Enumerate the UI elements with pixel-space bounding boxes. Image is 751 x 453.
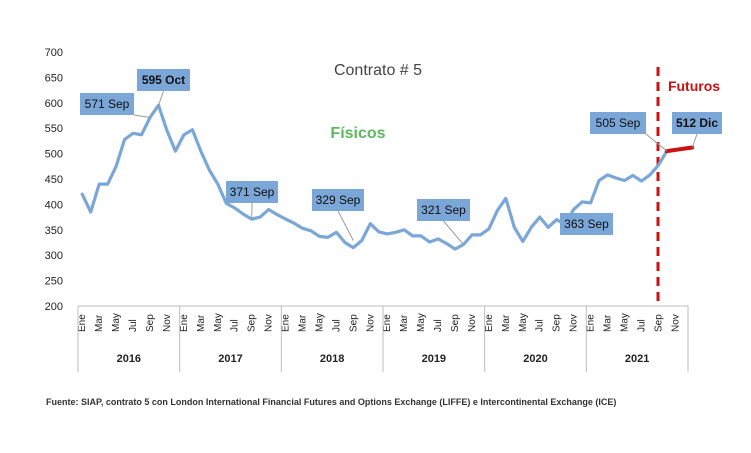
year-label: 2019 [422, 353, 446, 365]
x-tick-label: Nov [569, 314, 580, 332]
callout-label: 595 Oct [142, 73, 185, 87]
x-tick-label: Nov [365, 314, 376, 332]
x-tick-label: Jul [636, 319, 647, 332]
x-tick-label: Mar [501, 314, 512, 332]
x-tick-label: Jul [230, 319, 241, 332]
x-tick-label: Mar [603, 314, 614, 332]
x-tick-label: May [416, 313, 427, 332]
callout-leader [133, 114, 151, 119]
callout-label: 505 Sep [596, 116, 641, 130]
callout-box [417, 199, 470, 221]
x-tick-label: Ene [77, 314, 88, 332]
fisicos-label: Físicos [330, 125, 385, 142]
x-tick-label: Jul [433, 319, 444, 332]
year-label: 2018 [320, 353, 344, 365]
x-tick-label: Nov [264, 314, 275, 332]
year-label: 2016 [117, 353, 141, 365]
x-tick-label: May [314, 313, 325, 332]
x-tick-label: Ene [179, 314, 190, 332]
x-tick-label: Mar [399, 314, 410, 332]
y-tick-label: 650 [45, 72, 63, 84]
callout-leader [691, 133, 698, 148]
x-tick-label: May [619, 313, 630, 332]
callout-leader [158, 90, 164, 106]
y-tick-label: 500 [45, 149, 63, 161]
callout-box [137, 69, 190, 91]
callout-label: 571 Sep [85, 97, 130, 111]
x-tick-label: Ene [281, 314, 292, 332]
source-note: Fuente: SIAP, contrato 5 con London Inte… [46, 397, 617, 407]
x-tick-label: Mar [196, 314, 207, 332]
callout-box [560, 213, 613, 235]
chart-title: Contrato # 5 [334, 62, 422, 79]
x-tick-label: Ene [586, 314, 597, 332]
callout-label: 329 Sep [316, 193, 361, 207]
callout-box [590, 112, 646, 134]
x-tick-label: Sep [145, 314, 156, 332]
x-tick-label: Sep [348, 314, 359, 332]
x-tick-label: Nov [162, 314, 173, 332]
x-tick-label: Sep [247, 314, 258, 332]
x-tick-label: May [111, 313, 122, 332]
x-tick-label: Jul [128, 319, 139, 332]
callout-leader [443, 220, 464, 245]
x-tick-label: Mar [298, 314, 309, 332]
x-tick-label: Mar [94, 314, 105, 332]
series-line-futuros [664, 145, 695, 154]
callout-box [226, 181, 278, 203]
x-tick-label: Nov [467, 314, 478, 332]
callout-leader [337, 210, 354, 241]
x-tick-label: Ene [382, 314, 393, 332]
callout-box [80, 93, 134, 115]
x-tick-label: Nov [670, 314, 681, 332]
callout-label: 321 Sep [421, 203, 466, 217]
x-tick-label: Sep [653, 314, 664, 332]
y-tick-label: 250 [45, 276, 63, 288]
callout-box [672, 112, 722, 134]
callout-label: 363 Sep [564, 217, 609, 231]
year-label: 2021 [625, 353, 649, 365]
y-tick-label: 400 [45, 199, 63, 211]
x-tick-label: Sep [552, 314, 563, 332]
callout-label: 371 Sep [230, 185, 275, 199]
y-tick-label: 350 [45, 225, 63, 237]
y-tick-label: 600 [45, 98, 63, 110]
x-tick-label: Jul [331, 319, 342, 332]
x-tick-label: Sep [450, 314, 461, 332]
y-tick-label: 200 [45, 301, 63, 313]
futuros-label: Futuros [668, 78, 720, 94]
x-tick-label: Jul [535, 319, 546, 332]
callout-box [312, 189, 364, 211]
x-tick-label: Ene [484, 314, 495, 332]
x-tick-label: May [213, 313, 224, 332]
year-label: 2020 [523, 353, 547, 365]
y-tick-label: 700 [45, 47, 63, 59]
year-label: 2017 [218, 353, 242, 365]
y-tick-label: 550 [45, 123, 63, 135]
callout-leader [645, 133, 668, 152]
x-tick-label: May [518, 313, 529, 332]
y-tick-label: 450 [45, 174, 63, 186]
y-tick-label: 300 [45, 250, 63, 262]
callout-label: 512 Dic [676, 116, 718, 130]
